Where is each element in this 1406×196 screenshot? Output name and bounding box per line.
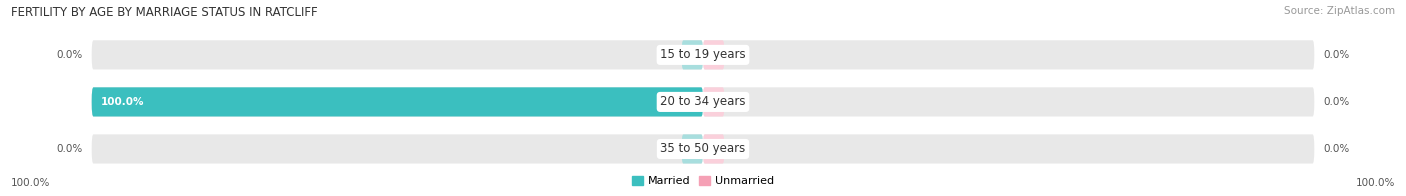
FancyBboxPatch shape: [703, 134, 1315, 163]
Text: 0.0%: 0.0%: [1323, 97, 1350, 107]
Text: 100.0%: 100.0%: [11, 178, 51, 188]
Text: Source: ZipAtlas.com: Source: ZipAtlas.com: [1284, 6, 1395, 16]
FancyBboxPatch shape: [91, 87, 703, 116]
Text: 100.0%: 100.0%: [101, 97, 145, 107]
Text: 20 to 34 years: 20 to 34 years: [661, 95, 745, 108]
FancyBboxPatch shape: [682, 40, 703, 69]
Text: 35 to 50 years: 35 to 50 years: [661, 142, 745, 155]
FancyBboxPatch shape: [91, 87, 703, 116]
FancyBboxPatch shape: [91, 134, 703, 163]
FancyBboxPatch shape: [703, 40, 1315, 69]
Text: FERTILITY BY AGE BY MARRIAGE STATUS IN RATCLIFF: FERTILITY BY AGE BY MARRIAGE STATUS IN R…: [11, 6, 318, 19]
FancyBboxPatch shape: [91, 40, 703, 69]
FancyBboxPatch shape: [703, 87, 1315, 116]
Text: 0.0%: 0.0%: [56, 144, 83, 154]
Text: 100.0%: 100.0%: [1355, 178, 1395, 188]
Text: 15 to 19 years: 15 to 19 years: [661, 48, 745, 61]
Text: 0.0%: 0.0%: [1323, 50, 1350, 60]
FancyBboxPatch shape: [703, 87, 724, 116]
Text: 0.0%: 0.0%: [1323, 144, 1350, 154]
FancyBboxPatch shape: [703, 40, 724, 69]
FancyBboxPatch shape: [682, 134, 703, 163]
Text: 0.0%: 0.0%: [56, 50, 83, 60]
Legend: Married, Unmarried: Married, Unmarried: [627, 171, 779, 191]
FancyBboxPatch shape: [703, 134, 724, 163]
